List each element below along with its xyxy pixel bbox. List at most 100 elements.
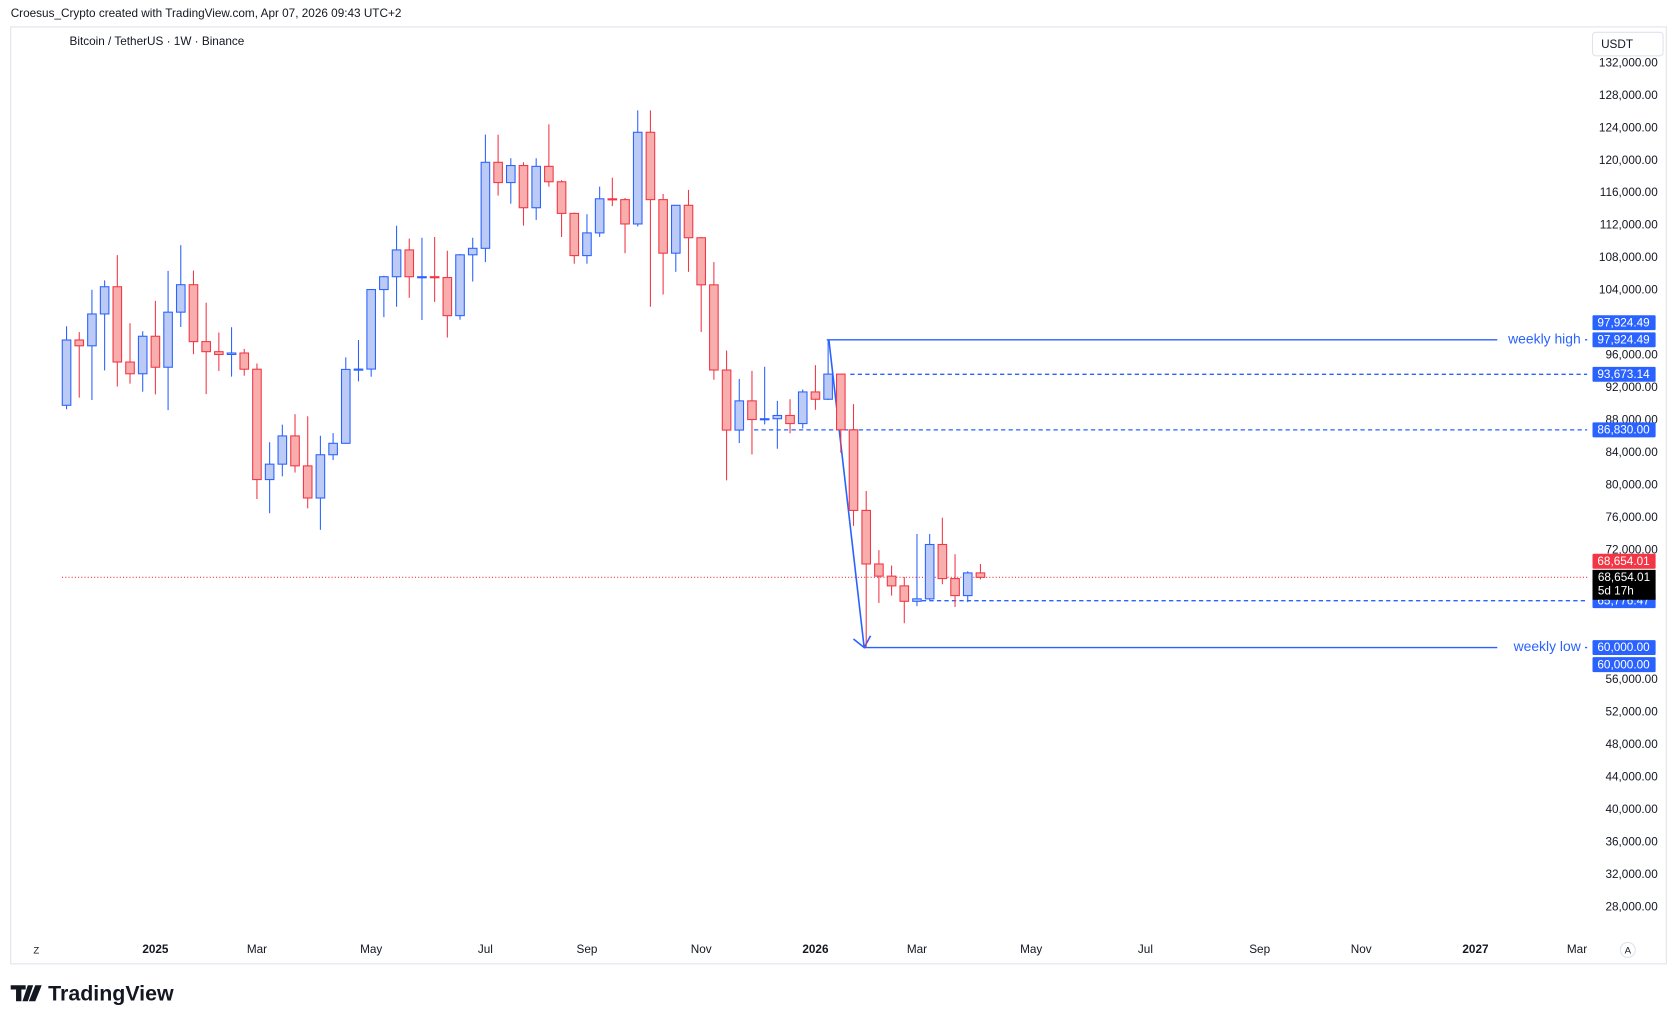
candle-body	[861, 509, 872, 565]
y-tick-label: 32,000.00	[1605, 868, 1658, 881]
price-badge-bg	[1592, 553, 1656, 569]
logo-mark	[10, 985, 42, 1002]
y-tick-label: 108,000.00	[1599, 251, 1658, 264]
candle-body	[836, 373, 846, 431]
candle-body	[607, 198, 618, 201]
y-tick-label: 112,000.00	[1600, 219, 1658, 232]
candle-body	[569, 212, 580, 257]
candle-body	[379, 276, 389, 291]
candle-body	[709, 284, 719, 371]
scale-button-ring[interactable]	[1619, 941, 1636, 958]
candle-body	[505, 165, 516, 184]
x-tick-label: May	[360, 943, 382, 956]
candle-body	[175, 284, 186, 313]
level-name: weekly low	[1513, 638, 1582, 654]
price-badge: 68,654.01	[1598, 571, 1650, 584]
currency[interactable]: USDT	[1601, 38, 1633, 51]
candle-body	[353, 368, 364, 371]
candle-body	[620, 199, 630, 225]
level-badge: 97,924.49	[1597, 316, 1649, 329]
level-label-bg	[1497, 331, 1586, 349]
candle-body	[442, 276, 453, 317]
candle-body	[886, 575, 897, 587]
candle-body	[467, 247, 478, 256]
candle-body	[493, 161, 503, 184]
candle-body	[137, 335, 148, 375]
attribution: Croesus_Crypto created with TradingView.…	[11, 7, 402, 20]
scale-button[interactable]: A	[1625, 946, 1632, 957]
candle-body	[112, 286, 123, 363]
candle-body	[391, 249, 402, 278]
candle-body	[797, 391, 808, 425]
level-badge: 60,000.00	[1597, 658, 1650, 671]
candle-body	[632, 131, 643, 225]
candle-body	[163, 311, 173, 368]
candle-body	[214, 351, 224, 355]
level-badge-bg	[1592, 422, 1656, 438]
y-tick-label: 96,000.00	[1605, 349, 1658, 362]
x-tick-label: 2027	[1462, 943, 1489, 956]
candle-body	[899, 585, 910, 602]
candle-body	[61, 339, 72, 406]
candle-body	[404, 249, 415, 278]
candle-body	[594, 198, 605, 234]
x-tick-label: Nov	[691, 943, 712, 956]
candle-body	[290, 435, 300, 467]
y-tick-label: 44,000.00	[1605, 770, 1658, 783]
candle-body	[874, 563, 884, 577]
candle-body	[455, 254, 465, 317]
candle-body	[556, 181, 567, 214]
candle-body	[188, 284, 199, 343]
level-badge: 93,673.14	[1597, 368, 1650, 381]
level-badge-bg	[1592, 315, 1656, 331]
level-name: weekly high	[1507, 330, 1581, 346]
candle-body	[366, 289, 376, 370]
y-tick-label: 132,000.00	[1599, 56, 1658, 69]
price-badge-bg	[1592, 569, 1656, 600]
y-tick-label: 72,000.00	[1605, 543, 1658, 556]
candle-body	[810, 391, 821, 400]
candle-body	[544, 165, 554, 183]
x-tick-label: 2025	[142, 943, 169, 956]
y-tick-label: 92,000.00	[1605, 381, 1658, 394]
candle-body	[201, 341, 211, 353]
candle-body	[912, 598, 922, 602]
candle-body	[518, 165, 529, 209]
candle-body	[429, 276, 440, 279]
y-tick-label: 124,000.00	[1599, 121, 1658, 134]
candle-body	[747, 400, 757, 421]
x-tick-label: Mar	[1567, 943, 1587, 956]
y-tick-label: 116,000.00	[1600, 186, 1658, 199]
scale-button[interactable]: Z	[33, 946, 39, 957]
candle-body	[683, 204, 694, 239]
y-tick-label: 76,000.00	[1605, 511, 1658, 524]
candle-body	[975, 572, 986, 578]
candle-body	[658, 199, 668, 254]
x-tick-label: Mar	[247, 943, 267, 956]
y-tick-label: 80,000.00	[1605, 478, 1658, 491]
x-tick-label: Jul	[1138, 943, 1153, 956]
candle-body	[277, 435, 288, 465]
candle-body	[645, 131, 656, 201]
currency-box[interactable]	[1591, 31, 1664, 57]
candle-body	[315, 454, 326, 499]
level-label-bg	[1497, 638, 1586, 657]
x-tick-label: Mar	[907, 943, 927, 956]
candle-body	[962, 572, 973, 597]
x-tick-label: Nov	[1351, 943, 1372, 956]
y-tick-label: 56,000.00	[1605, 673, 1658, 686]
candle-body	[759, 418, 770, 421]
x-tick-label: Sep	[1249, 943, 1270, 956]
x-tick-label: Sep	[576, 943, 597, 956]
candle-body	[125, 361, 135, 375]
candle-body	[950, 578, 960, 597]
candle-body	[328, 442, 338, 456]
y-tick-label: 104,000.00	[1599, 284, 1658, 297]
x-tick-label: 2026	[802, 943, 829, 956]
y-tick-label: 52,000.00	[1605, 706, 1658, 719]
candle-body	[670, 204, 681, 254]
candle-body	[924, 543, 935, 600]
arrow-head	[852, 635, 872, 649]
x-tick-label: May	[1020, 943, 1042, 956]
